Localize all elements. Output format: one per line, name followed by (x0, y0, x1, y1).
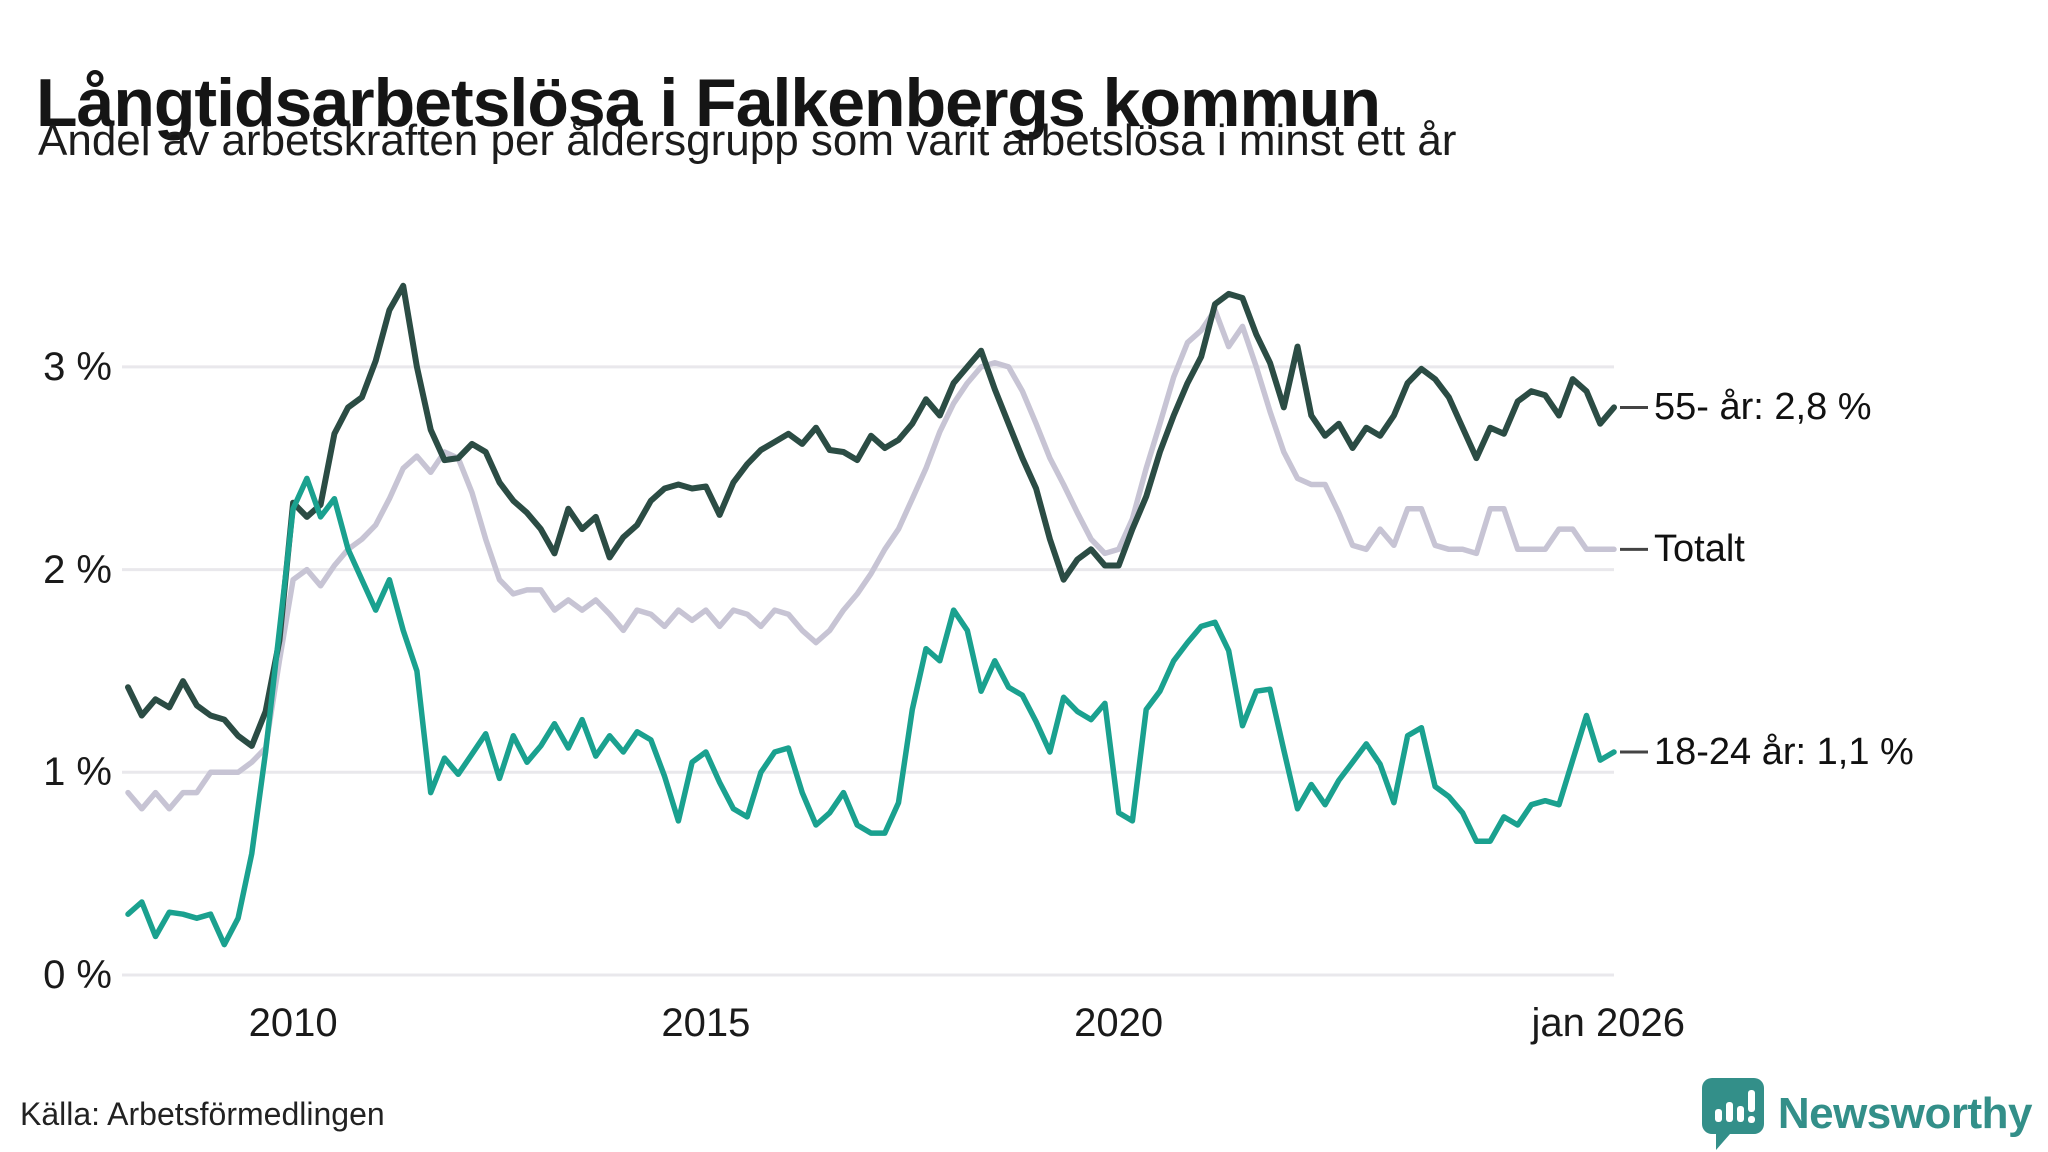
series-label-Totalt: Totalt (1654, 528, 1745, 571)
newsworthy-bars-icon (1701, 1078, 1764, 1150)
series-line-55- år (125, 282, 1617, 749)
series-line-Totalt (125, 307, 1617, 812)
y-tick-label: 3 % (43, 344, 112, 389)
chart-subtitle: Andel av arbetskraften per åldersgrupp s… (38, 116, 1457, 165)
x-tick-label: 2015 (661, 1001, 751, 1045)
y-tick-label: 2 % (43, 547, 112, 592)
x-tick-label: 2020 (1074, 1001, 1164, 1045)
x-tick-label: jan 2026 (1531, 1001, 1685, 1045)
y-tick-label: 1 % (43, 750, 112, 795)
newsworthy-logo: Newsworthy (1701, 1078, 2033, 1150)
series-label-55- år: 55- år: 2,8 % (1654, 386, 1872, 429)
series-line-18-24 år (125, 475, 1617, 948)
source-note: Källa: Arbetsförmedlingen (20, 1096, 385, 1132)
y-tick-label: 0 % (43, 953, 112, 997)
series-label-18-24 år: 18-24 år: 1,1 % (1654, 731, 1914, 774)
x-tick-label: 2010 (248, 1001, 338, 1045)
newsworthy-wordmark: Newsworthy (1777, 1089, 2033, 1138)
chart-title: Långtidsarbetslösa i Falkenbergs kommun (36, 64, 1381, 141)
